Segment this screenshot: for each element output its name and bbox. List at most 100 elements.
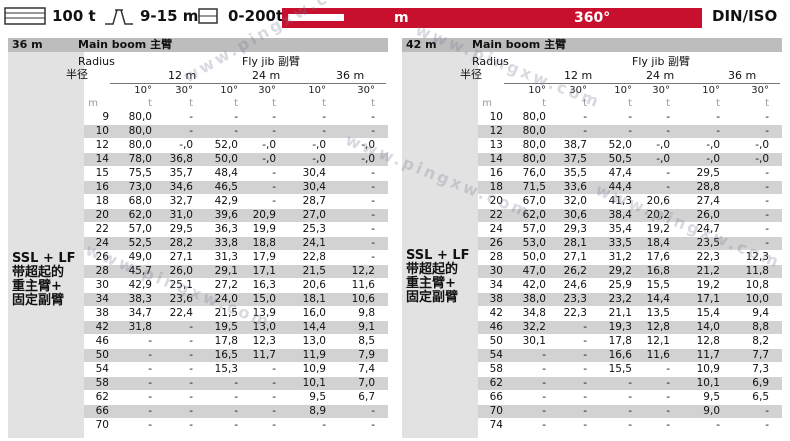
load-cell: - (148, 405, 152, 417)
angle-label: 30° (175, 85, 193, 96)
row-background (478, 181, 782, 194)
load-cell: -,0 (179, 139, 193, 151)
load-cell: - (272, 405, 276, 417)
table-row: 24 57,0 29,3 35,4 19,2 24,7 - (402, 223, 782, 236)
table-row: 12 80,0 - - - - - (402, 125, 782, 138)
load-cell: - (542, 349, 546, 361)
row-background (478, 237, 782, 250)
row-background (478, 125, 782, 138)
load-cell: 13,9 (252, 307, 276, 319)
load-cell: - (234, 391, 238, 403)
load-cell: - (765, 195, 769, 207)
load-cell: 9,8 (358, 307, 375, 319)
load-cell: 25,1 (169, 279, 193, 291)
table-row: 42 31,8 - 19,5 13,0 14,4 9,1 (8, 321, 388, 334)
load-cell: 38,4 (608, 209, 632, 221)
radius-cell: 22 (489, 209, 503, 221)
load-cell: 52,0 (608, 139, 632, 151)
radius-cell: 46 (95, 335, 109, 347)
row-background (84, 321, 388, 334)
row-background (478, 167, 782, 180)
row-background (84, 293, 388, 306)
table-row: 62 - - - - 10,1 6,9 (402, 377, 782, 390)
jib-length-12: 12 m (168, 69, 197, 82)
table-title-bar: 42 m Main boom 主臂 (402, 38, 782, 52)
load-cell: 24,0 (214, 293, 238, 305)
load-cell: 13,0 (302, 335, 326, 347)
ssl-line: 固定副臂 (12, 293, 65, 308)
unit-t: t (716, 98, 720, 109)
table-row: 66 - - - - 9,5 6,5 (402, 391, 782, 404)
load-cell: 10,1 (696, 377, 720, 389)
angle-label: 10° (134, 85, 152, 96)
load-cell: -,0 (361, 139, 375, 151)
radius-cell: 14 (95, 153, 109, 165)
row-background (84, 363, 388, 376)
load-cell: 29,2 (608, 265, 632, 277)
load-cell: 57,0 (128, 223, 152, 235)
radius-cell: 18 (95, 195, 109, 207)
load-cell: - (189, 363, 193, 375)
load-cell: - (765, 181, 769, 193)
load-cell: 52,5 (128, 237, 152, 249)
radius-cell: 58 (489, 363, 503, 375)
load-cell: - (666, 391, 670, 403)
row-background (478, 349, 782, 362)
table-row: 30 47,0 26,2 29,2 16,8 21,2 11,8 (402, 265, 782, 278)
radius-cell: 20 (95, 209, 109, 221)
row-background (84, 349, 388, 362)
unit-t: t (189, 98, 193, 109)
angle-label: 30° (751, 85, 769, 96)
row-background (478, 265, 782, 278)
load-cell: - (542, 363, 546, 375)
load-cell: 20,6 (646, 195, 670, 207)
row-background (84, 181, 388, 194)
load-cell: 29,5 (696, 167, 720, 179)
ssl-line: SSL + LF (12, 251, 76, 266)
table-row: 28 50,0 27,1 31,2 17,6 22,3 12,3 (402, 251, 782, 264)
angle-label: 30° (357, 85, 375, 96)
row-background (478, 111, 782, 124)
counterweight-icon (4, 7, 46, 29)
load-cell: 9,1 (358, 321, 375, 333)
superlift-icon (197, 6, 219, 30)
table-row: 13 80,0 38,7 52,0 -,0 -,0 -,0 (402, 139, 782, 152)
load-cell: - (583, 391, 587, 403)
load-cell: 11,8 (745, 265, 769, 277)
row-background (84, 111, 388, 124)
load-cell: - (628, 377, 632, 389)
load-cell: 7,3 (752, 363, 769, 375)
jib-length-36: 36 m (728, 69, 757, 82)
load-cell: - (765, 125, 769, 137)
load-cell: 28,8 (696, 181, 720, 193)
slew-text: 360° (574, 10, 611, 26)
radius-cell: 12 (95, 139, 109, 151)
load-cell: 42,0 (522, 279, 546, 291)
load-cell: 20,6 (302, 279, 326, 291)
radius-cn: 半径 (66, 68, 88, 81)
load-cell: 11,9 (302, 349, 326, 361)
load-cell: - (666, 167, 670, 179)
load-cell: 6,7 (358, 391, 375, 403)
table-row: 74 - - - - - - (402, 419, 782, 432)
load-cell: 15,0 (252, 293, 276, 305)
load-cell: - (371, 419, 375, 431)
header-rule (110, 83, 386, 84)
load-cell: 22,8 (302, 251, 326, 263)
radius-cell: 22 (95, 223, 109, 235)
load-cell: 8,2 (752, 335, 769, 347)
load-cell: 80,0 (128, 111, 152, 123)
load-cell: - (189, 125, 193, 137)
left-load-table: 36 m Main boom 主臂 Radius 半径 Fly jib 副臂 1… (8, 38, 388, 438)
row-background (478, 321, 782, 334)
radius-cell: 28 (489, 251, 503, 263)
load-cell: 27,4 (696, 195, 720, 207)
load-cell: 32,0 (563, 195, 587, 207)
radius-cell: 70 (489, 405, 503, 417)
load-cell: - (322, 125, 326, 137)
table-row: 12 80,0 -,0 52,0 -,0 -,0 -,0 (8, 139, 388, 152)
load-cell: 80,0 (522, 125, 546, 137)
row-background (84, 377, 388, 390)
load-cell: -,0 (706, 139, 720, 151)
